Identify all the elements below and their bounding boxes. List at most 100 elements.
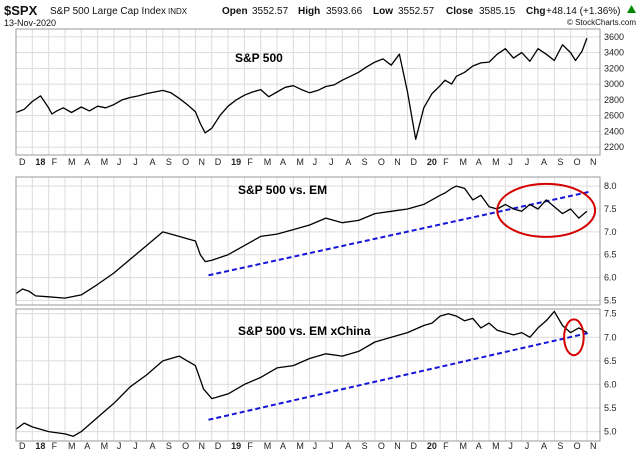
trendline	[208, 331, 591, 421]
y-tick-label: 5.0	[604, 427, 617, 437]
x-tick-label: J	[117, 157, 122, 167]
x-tick-label: J	[508, 441, 513, 451]
y-tick-label: 3000	[604, 79, 624, 89]
highlight-ellipse	[563, 318, 585, 357]
y-tick-label: 2600	[604, 111, 624, 121]
x-tick-label: J	[313, 441, 318, 451]
y-tick-label: 2400	[604, 126, 624, 136]
index-name: S&P 500 Large Cap Index	[50, 6, 166, 17]
x-tick-label: M	[296, 157, 304, 167]
x-tick-label: A	[84, 157, 90, 167]
x-tick-label: S	[166, 441, 172, 451]
x-tick-label: N	[590, 441, 597, 451]
x-tick-label: A	[345, 441, 351, 451]
x-tick-label: F	[52, 441, 58, 451]
x-tick-label: F	[247, 441, 253, 451]
y-tick-label: 7.5	[604, 204, 617, 214]
open-label: Open	[222, 6, 248, 17]
x-tick-label: N	[198, 441, 205, 451]
x-tick-label: A	[280, 441, 286, 451]
x-tick-label: F	[443, 441, 449, 451]
x-tick-label: O	[182, 157, 189, 167]
panel-border	[15, 28, 601, 156]
chart-panel-3: 5.0 5.5 6.0 6.5 7.0 7.5 S&P 500 vs. EM xChina	[15, 308, 617, 442]
x-tick-label: J	[117, 441, 122, 451]
y-tick-label: 3400	[604, 48, 624, 58]
panel-title: S&P 500 vs. EM xChina	[238, 324, 371, 338]
x-tick-label: D	[19, 157, 26, 167]
y-tick-label: 2200	[604, 142, 624, 152]
y-tick-label: 8.0	[604, 181, 617, 191]
x-tick-label: S	[557, 157, 563, 167]
x-tick-label: O	[574, 441, 581, 451]
x-tick-label: 20	[427, 157, 437, 167]
x-tick-label: D	[411, 441, 418, 451]
close-label: Close	[446, 6, 474, 17]
x-tick-label: N	[394, 441, 401, 451]
high-value: 3593.66	[326, 6, 363, 17]
y-tick-label: 6.0	[604, 273, 617, 283]
panel-title: S&P 500 vs. EM	[238, 183, 327, 197]
low-value: 3552.57	[398, 6, 435, 17]
x-tick-label: J	[525, 157, 530, 167]
x-tick-label: 19	[231, 157, 241, 167]
x-tick-label: S	[362, 157, 368, 167]
price-line	[15, 185, 588, 299]
x-tick-label: D	[411, 157, 418, 167]
x-tick-label: A	[476, 157, 482, 167]
x-tick-label: 20	[427, 441, 437, 451]
x-tick-label: M	[492, 441, 500, 451]
watermark: © StockCharts.com	[567, 18, 636, 27]
chart-date: 13-Nov-2020	[4, 18, 56, 28]
x-tick-label: M	[101, 441, 109, 451]
exchange: INDX	[168, 7, 188, 16]
x-tick-label: J	[525, 441, 530, 451]
y-tick-label: 6.5	[604, 250, 617, 260]
x-tick-label: A	[345, 157, 351, 167]
price-line	[15, 310, 588, 437]
x-tick-label: N	[590, 157, 597, 167]
triangle-up-icon	[627, 5, 636, 13]
chg-label: Chg	[526, 6, 545, 17]
x-tick-label: 18	[35, 441, 45, 451]
y-tick-label: 5.5	[604, 295, 617, 305]
x-tick-label: S	[557, 441, 563, 451]
x-tick-label: A	[280, 157, 286, 167]
x-tick-label: A	[541, 157, 547, 167]
x-tick-label: F	[52, 157, 58, 167]
x-tick-label: D	[19, 441, 26, 451]
x-tick-label: A	[541, 441, 547, 451]
x-tick-label: O	[378, 157, 385, 167]
x-tick-label: J	[329, 441, 334, 451]
x-axis: D 18 F M A M J J A S O N D 19 F M A M J J A S O N D 20 F M A M J J A S O ND…	[19, 157, 596, 451]
trendline	[208, 190, 591, 277]
symbol: $SPX	[4, 3, 38, 18]
x-tick-label: S	[362, 441, 368, 451]
chart-panel-2: 5.5 6.0 6.5 7.0 7.5 8.0 S&P 500 vs. EM	[15, 176, 617, 306]
x-tick-label: 19	[231, 441, 241, 451]
x-tick-label: A	[84, 441, 90, 451]
panel-border	[15, 176, 601, 306]
x-tick-label: M	[264, 441, 272, 451]
x-tick-label: A	[150, 441, 156, 451]
open-value: 3552.57	[252, 6, 289, 17]
y-tick-label: 6.0	[604, 379, 617, 389]
x-tick-label: M	[68, 441, 76, 451]
y-tick-label: 3600	[604, 32, 624, 42]
panel-title: S&P 500	[235, 51, 283, 65]
y-tick-label: 7.0	[604, 332, 617, 342]
x-tick-label: A	[476, 441, 482, 451]
chg-value: +48.14 (+1.36%)	[546, 6, 621, 17]
high-label: High	[298, 6, 320, 17]
y-tick-label: 6.5	[604, 356, 617, 366]
x-tick-label: O	[574, 157, 581, 167]
panel-border	[15, 308, 601, 442]
x-tick-label: F	[443, 157, 449, 167]
x-tick-label: M	[296, 441, 304, 451]
x-tick-label: N	[394, 157, 401, 167]
x-tick-label: J	[133, 441, 138, 451]
x-tick-label: S	[166, 157, 172, 167]
x-tick-label: 18	[35, 157, 45, 167]
y-tick-label: 5.5	[604, 403, 617, 413]
